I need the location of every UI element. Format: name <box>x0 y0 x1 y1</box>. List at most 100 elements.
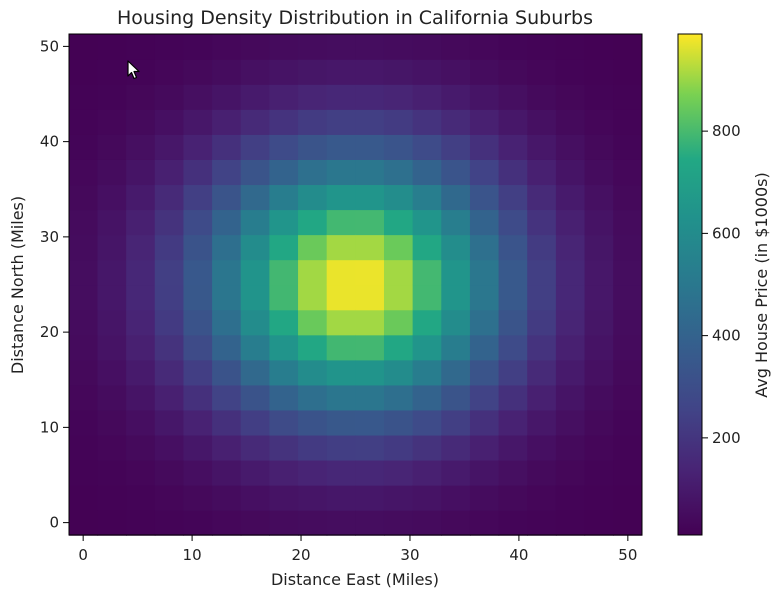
heatmap-cell <box>240 134 270 160</box>
heatmap-cell <box>383 434 414 461</box>
heatmap-cell <box>412 209 442 236</box>
heatmap-cell <box>97 384 127 411</box>
heatmap-cell <box>613 485 643 511</box>
heatmap-cell <box>383 384 414 411</box>
heatmap-cell <box>154 510 185 536</box>
heatmap-cell <box>126 409 156 436</box>
heatmap-cell <box>212 284 242 311</box>
heatmap-cell <box>97 59 127 85</box>
heatmap-cell <box>555 84 586 110</box>
heatmap-cell <box>126 334 156 361</box>
heatmap-cell <box>613 109 643 135</box>
heatmap-cell <box>441 159 471 186</box>
heatmap-cell <box>183 359 213 386</box>
heatmap-cell <box>154 409 185 436</box>
heatmap-cell <box>469 284 500 311</box>
y-axis-ticks: 0 10 20 30 40 50 <box>40 37 69 532</box>
heatmap-cell <box>555 259 586 286</box>
heatmap-cell <box>212 434 242 461</box>
heatmap-cell <box>355 434 385 461</box>
heatmap-cell <box>269 284 299 311</box>
heatmap-cell <box>298 134 328 160</box>
heatmap-cell <box>68 234 99 261</box>
y-axis-label: Distance North (Miles) <box>8 196 27 374</box>
x-tick-label: 0 <box>78 546 88 564</box>
heatmap-cell <box>613 334 643 361</box>
heatmap-cell <box>240 409 270 436</box>
heatmap-cell <box>469 184 500 211</box>
heatmap-cell <box>326 209 356 236</box>
heatmap-cell <box>154 134 185 160</box>
heatmap-cell <box>498 134 528 160</box>
heatmap-cell <box>68 309 99 336</box>
heatmap-cell <box>154 84 185 110</box>
heatmap-cell <box>154 284 185 311</box>
heatmap-cell <box>584 84 614 110</box>
heatmap-cell <box>584 459 614 486</box>
heatmap-cell <box>469 334 500 361</box>
heatmap-cell <box>183 284 213 311</box>
heatmap-cell <box>97 134 127 160</box>
chart-title: Housing Density Distribution in Californ… <box>117 7 593 29</box>
heatmap-cell <box>412 334 442 361</box>
heatmap-cell <box>154 209 185 236</box>
heatmap-cell <box>527 259 557 286</box>
heatmap-cell <box>412 234 442 261</box>
heatmap-cell <box>154 485 185 511</box>
heatmap-cell <box>613 384 643 411</box>
heatmap-cell <box>613 209 643 236</box>
heatmap-cell <box>126 485 156 511</box>
heatmap-cell <box>498 485 528 511</box>
heatmap-cell <box>97 234 127 261</box>
heatmap-cell <box>154 384 185 411</box>
heatmap-cell <box>441 209 471 236</box>
heatmap-cell <box>240 284 270 311</box>
heatmap-cell <box>126 84 156 110</box>
heatmap-cell <box>527 234 557 261</box>
heatmap-cell <box>269 109 299 135</box>
heatmap-cell <box>126 34 156 60</box>
heatmap-cell <box>126 159 156 186</box>
heatmap-cell <box>469 34 500 60</box>
heatmap-cell <box>212 485 242 511</box>
heatmap-cell <box>126 510 156 536</box>
heatmap-cell <box>498 309 528 336</box>
heatmap-cell <box>212 209 242 236</box>
heatmap-cell <box>97 409 127 436</box>
heatmap-cell <box>555 134 586 160</box>
heatmap-cell <box>269 59 299 85</box>
heatmap-cell <box>441 234 471 261</box>
heatmap-cell <box>183 184 213 211</box>
heatmap-cell <box>240 109 270 135</box>
heatmap-cell <box>68 510 99 536</box>
heatmap-cell <box>469 134 500 160</box>
heatmap-cell <box>240 234 270 261</box>
heatmap-cell <box>441 109 471 135</box>
heatmap-cell <box>498 259 528 286</box>
heatmap-cell <box>469 209 500 236</box>
heatmap-cell <box>527 434 557 461</box>
heatmap-cell <box>326 434 356 461</box>
heatmap-cell <box>527 209 557 236</box>
heatmap-cell <box>326 84 356 110</box>
heatmap-cell <box>126 134 156 160</box>
heatmap-cell <box>183 409 213 436</box>
heatmap-cell <box>469 159 500 186</box>
heatmap-cell <box>154 309 185 336</box>
heatmap-cell <box>555 359 586 386</box>
x-tick-label: 50 <box>618 546 637 564</box>
heatmap-cell <box>527 109 557 135</box>
heatmap-cell <box>412 134 442 160</box>
heatmap-cell <box>97 510 127 536</box>
heatmap-cell <box>383 159 414 186</box>
heatmap-cell <box>68 334 99 361</box>
colorbar-tick-label: 200 <box>712 429 741 447</box>
heatmap-cell <box>298 359 328 386</box>
heatmap-cell <box>412 259 442 286</box>
heatmap-cell <box>212 259 242 286</box>
heatmap-cell <box>412 159 442 186</box>
heatmap-cell <box>298 259 328 286</box>
heatmap-cell <box>68 459 99 486</box>
heatmap-cell <box>183 234 213 261</box>
